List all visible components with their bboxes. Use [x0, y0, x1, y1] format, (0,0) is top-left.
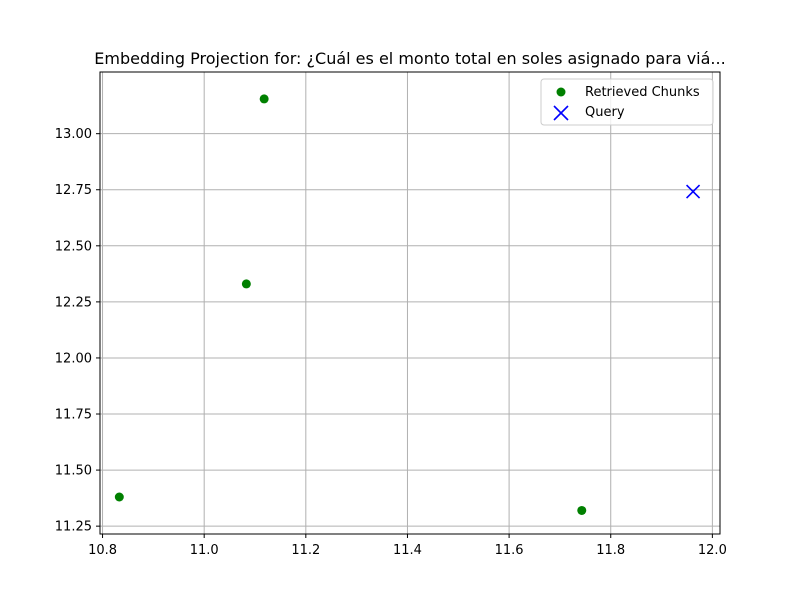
x-tick-label: 12.0: [698, 543, 727, 558]
chart-title: Embedding Projection for: ¿Cuál es el mo…: [94, 49, 725, 68]
y-axis: 11.25 11.50 11.75 12.00 12.25 12.50 12.75 13.00: [55, 127, 100, 535]
grid: [100, 72, 720, 534]
x-axis: 10.8 11.0 11.2 11.4 11.6 11.8 12.0: [88, 534, 727, 558]
legend-label-query: Query: [585, 105, 625, 120]
y-tick-label: 12.00: [55, 351, 92, 366]
x-tick-label: 11.4: [393, 543, 422, 558]
retrieved-chunk-point: [259, 94, 269, 104]
axes-frame: [99, 71, 721, 535]
legend: Retrieved Chunks Query: [540, 78, 714, 126]
y-tick-label: 11.75: [55, 408, 92, 423]
legend-label-retrieved-chunks: Retrieved Chunks: [585, 85, 700, 100]
x-tick-label: 11.0: [190, 543, 219, 558]
retrieved-chunk-point: [241, 279, 251, 289]
y-tick-label: 13.00: [55, 127, 92, 142]
y-tick-label: 11.50: [55, 464, 92, 479]
x-tick-label: 11.6: [495, 543, 524, 558]
x-tick-label: 11.2: [291, 543, 320, 558]
retrieved-chunk-point: [114, 492, 124, 502]
legend-marker-query: [553, 105, 569, 121]
x-tick-label: 10.8: [88, 543, 117, 558]
x-tick-label: 11.8: [596, 543, 625, 558]
query-point: [685, 184, 701, 199]
legend-marker-retrieved-chunks: [556, 87, 566, 97]
retrieved-chunk-point: [577, 505, 587, 515]
y-tick-label: 12.50: [55, 239, 92, 254]
y-tick-label: 11.25: [55, 520, 92, 535]
legend-frame: [540, 78, 714, 126]
y-tick-label: 12.25: [55, 295, 92, 310]
data-points: [114, 94, 701, 515]
y-tick-label: 12.75: [55, 183, 92, 198]
